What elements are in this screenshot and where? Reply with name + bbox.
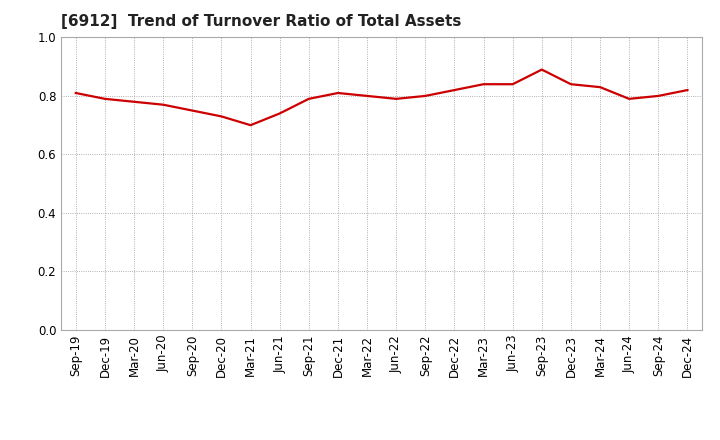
Text: [6912]  Trend of Turnover Ratio of Total Assets: [6912] Trend of Turnover Ratio of Total … (61, 14, 462, 29)
